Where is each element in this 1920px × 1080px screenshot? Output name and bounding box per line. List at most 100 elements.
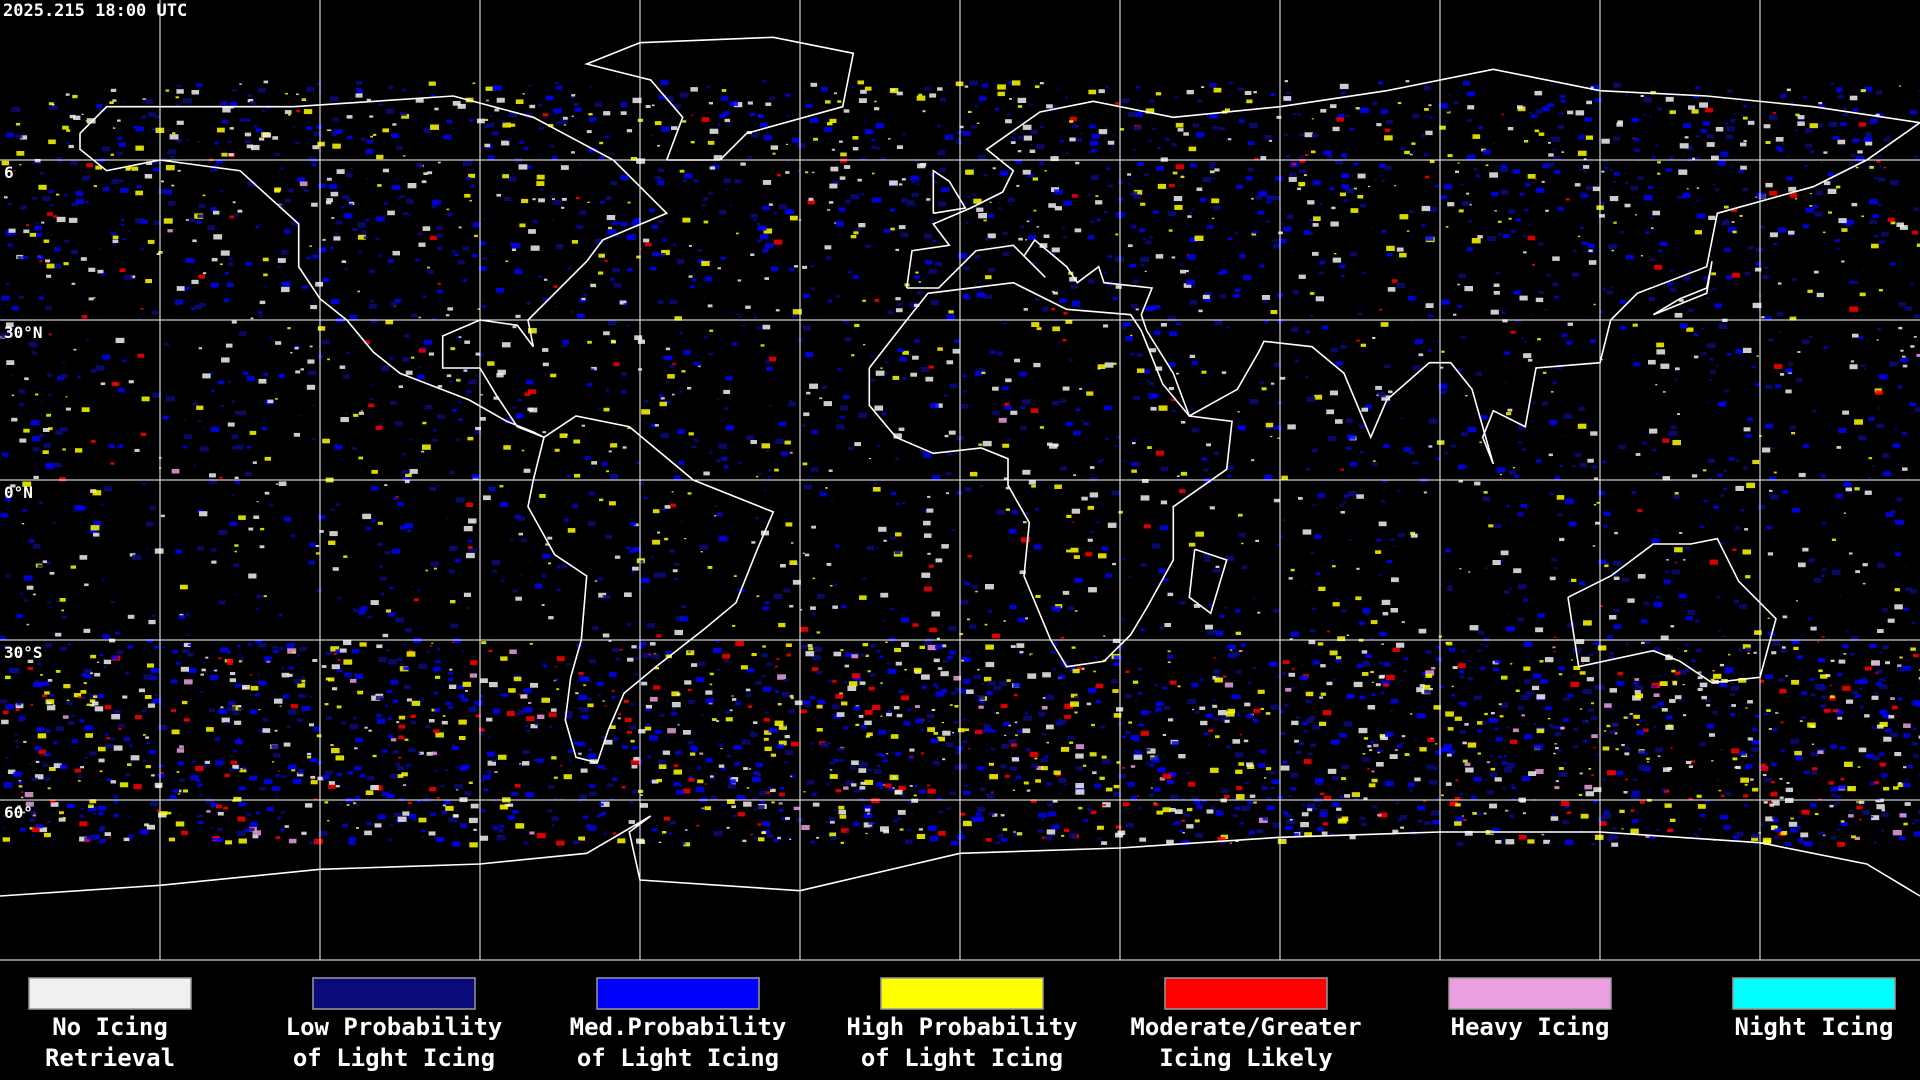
icing-pixel	[1581, 656, 1590, 662]
icing-pixel	[1311, 118, 1314, 120]
icing-pixel	[1235, 631, 1242, 635]
icing-pixel	[604, 135, 610, 139]
icing-pixel	[1199, 706, 1206, 710]
icing-pixel	[862, 643, 869, 647]
icing-pixel	[862, 577, 867, 580]
icing-pixel	[1015, 775, 1022, 779]
icing-pixel	[825, 256, 832, 260]
icing-pixel	[116, 151, 123, 156]
icing-pixel	[278, 373, 285, 378]
icing-pixel	[709, 260, 713, 263]
icing-pixel	[1319, 809, 1328, 815]
icing-pixel	[144, 174, 153, 179]
icing-pixel	[1875, 390, 1883, 395]
icing-pixel	[890, 491, 897, 495]
icing-pixel	[1352, 796, 1359, 801]
icing-pixel	[1129, 263, 1136, 268]
icing-pixel	[1017, 105, 1023, 108]
icing-pixel	[560, 119, 568, 125]
icing-pixel	[422, 444, 431, 450]
icing-pixel	[1555, 726, 1561, 729]
icing-pixel	[109, 101, 114, 104]
icing-pixel	[1135, 102, 1138, 104]
icing-pixel	[1253, 708, 1261, 713]
icing-pixel	[1818, 102, 1823, 105]
icing-pixel	[335, 443, 339, 446]
icing-pixel	[1765, 674, 1773, 679]
icing-pixel	[621, 390, 627, 394]
icing-pixel	[39, 434, 45, 437]
icing-pixel	[1755, 383, 1761, 387]
icing-pixel	[721, 89, 727, 92]
icing-pixel	[762, 80, 767, 83]
icing-pixel	[927, 644, 937, 651]
icing-pixel	[211, 257, 218, 262]
icing-pixel	[1600, 311, 1603, 313]
icing-pixel	[302, 285, 308, 289]
icing-pixel	[594, 102, 603, 107]
icing-pixel	[1650, 199, 1654, 201]
icing-pixel	[1123, 460, 1127, 463]
icing-pixel	[432, 666, 441, 672]
icing-pixel	[272, 753, 280, 758]
icing-pixel	[89, 528, 98, 534]
icing-pixel	[211, 560, 217, 564]
icing-pixel	[264, 491, 270, 495]
icing-pixel	[112, 99, 117, 102]
icing-pixel	[175, 821, 185, 827]
icing-pixel	[1058, 792, 1062, 795]
icing-pixel	[1186, 279, 1195, 285]
icing-pixel	[868, 686, 875, 691]
icing-pixel	[1859, 292, 1866, 297]
icing-pixel	[369, 115, 374, 118]
icing-pixel	[261, 426, 268, 431]
icing-pixel	[81, 175, 91, 181]
icing-pixel	[1902, 364, 1908, 368]
icing-pixel	[280, 775, 286, 778]
icing-pixel	[147, 753, 150, 755]
icing-pixel	[1187, 215, 1192, 218]
icing-pixel	[562, 340, 569, 345]
icing-pixel	[360, 774, 366, 778]
icing-pixel	[948, 430, 956, 435]
icing-pixel	[432, 200, 441, 206]
icing-pixel	[1386, 119, 1393, 124]
icing-pixel	[1782, 490, 1788, 494]
icing-pixel	[521, 449, 525, 452]
icing-pixel	[750, 440, 757, 444]
icing-pixel	[408, 649, 413, 652]
icing-pixel	[1354, 187, 1357, 190]
icing-pixel	[1062, 590, 1070, 595]
icing-pixel	[1101, 504, 1104, 506]
icing-pixel	[832, 180, 840, 185]
icing-pixel	[957, 131, 961, 134]
icing-pixel	[1835, 493, 1843, 499]
icing-pixel	[957, 728, 965, 733]
icing-pixel	[1087, 505, 1095, 510]
icing-pixel	[641, 409, 651, 415]
icing-pixel	[1711, 760, 1714, 762]
icing-pixel	[1850, 153, 1856, 157]
icing-pixel	[176, 89, 184, 94]
icing-pixel	[998, 681, 1007, 686]
icing-pixel	[1909, 110, 1917, 115]
icing-pixel	[1259, 264, 1265, 268]
icing-pixel	[1835, 710, 1844, 715]
icing-pixel	[79, 836, 88, 842]
icing-pixel	[1588, 260, 1597, 265]
icing-pixel	[829, 183, 838, 189]
icing-pixel	[751, 541, 756, 544]
icing-pixel	[1130, 304, 1138, 309]
icing-pixel	[1023, 135, 1032, 141]
icing-pixel	[388, 839, 392, 841]
icing-pixel	[1071, 304, 1075, 307]
icing-pixel	[234, 410, 241, 415]
icing-pixel	[1846, 631, 1849, 633]
icing-pixel	[1112, 689, 1119, 693]
icing-pixel	[1128, 576, 1132, 579]
icing-pixel	[1693, 333, 1699, 336]
icing-pixel	[1450, 444, 1457, 448]
icing-pixel	[1365, 612, 1370, 616]
icing-pixel	[1034, 757, 1038, 760]
icing-pixel	[255, 811, 260, 815]
